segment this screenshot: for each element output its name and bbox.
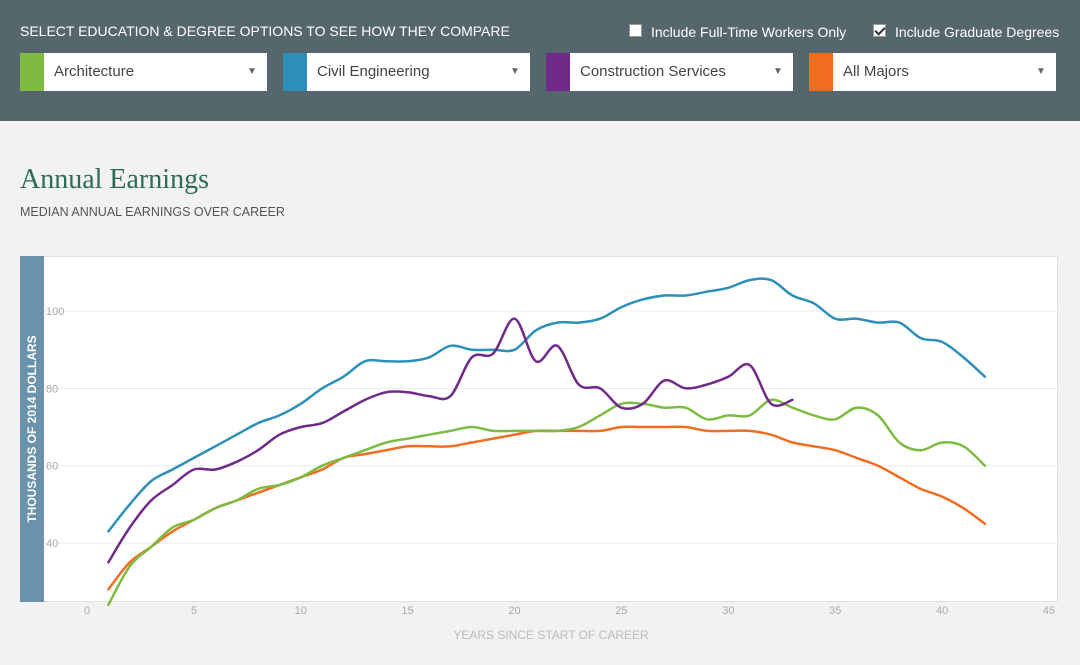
chart-subtitle: MEDIAN ANNUAL EARNINGS OVER CAREER xyxy=(20,205,285,219)
series-line-construction-services xyxy=(107,317,794,564)
major-select-value: Civil Engineering xyxy=(317,63,430,80)
major-select-4[interactable]: All Majors ▼ xyxy=(809,53,1056,91)
graduate-checkbox-box[interactable] xyxy=(873,23,886,37)
chevron-down-icon: ▼ xyxy=(247,66,257,77)
fulltime-checkbox-box[interactable] xyxy=(629,23,642,37)
major-color-swatch xyxy=(20,53,44,91)
major-select-1[interactable]: Architecture ▼ xyxy=(20,53,267,91)
y-tick-label: 100 xyxy=(46,306,64,318)
major-color-swatch xyxy=(809,53,833,91)
series-line-all-majors xyxy=(107,425,987,591)
major-color-swatch xyxy=(283,53,307,91)
x-tick-label: 45 xyxy=(1043,605,1055,617)
chevron-down-icon: ▼ xyxy=(1036,66,1046,77)
y-tick-label: 40 xyxy=(46,538,58,550)
x-tick-label: 0 xyxy=(84,605,90,617)
x-tick-label: 10 xyxy=(295,605,307,617)
major-color-swatch xyxy=(546,53,570,91)
major-select-value: Architecture xyxy=(54,63,135,80)
fulltime-checkbox-label: Include Full-Time Workers Only xyxy=(651,24,847,40)
x-tick-label: 15 xyxy=(402,605,414,617)
chevron-down-icon: ▼ xyxy=(510,66,520,77)
x-tick-label: 30 xyxy=(722,605,734,617)
controls-heading: SELECT EDUCATION & DEGREE OPTIONS TO SEE… xyxy=(20,23,510,39)
y-tick-label: 60 xyxy=(46,461,58,473)
x-tick-label: 35 xyxy=(829,605,841,617)
chart-title: Annual Earnings xyxy=(20,164,209,195)
y-axis-band xyxy=(20,256,44,602)
chevron-down-icon: ▼ xyxy=(773,66,783,77)
graduate-checkbox-label: Include Graduate Degrees xyxy=(895,24,1060,40)
y-tick-label: 80 xyxy=(46,383,58,395)
x-tick-label: 20 xyxy=(508,605,520,617)
x-axis-label: YEARS SINCE START OF CAREER xyxy=(453,628,649,642)
fulltime-checkbox[interactable]: Include Full-Time Workers Only xyxy=(629,23,847,40)
plot-area xyxy=(20,256,1058,602)
major-select-3[interactable]: Construction Services ▼ xyxy=(546,53,793,91)
major-select-value: Construction Services xyxy=(580,63,726,80)
graduate-checkbox[interactable]: Include Graduate Degrees xyxy=(873,23,1060,40)
x-tick-label: 25 xyxy=(615,605,627,617)
series-line-architecture xyxy=(107,398,987,607)
series-line-civil-engineering xyxy=(107,277,987,533)
major-select-value: All Majors xyxy=(843,63,909,80)
x-tick-label: 40 xyxy=(936,605,948,617)
major-select-2[interactable]: Civil Engineering ▼ xyxy=(283,53,530,91)
x-tick-label: 5 xyxy=(191,605,197,617)
